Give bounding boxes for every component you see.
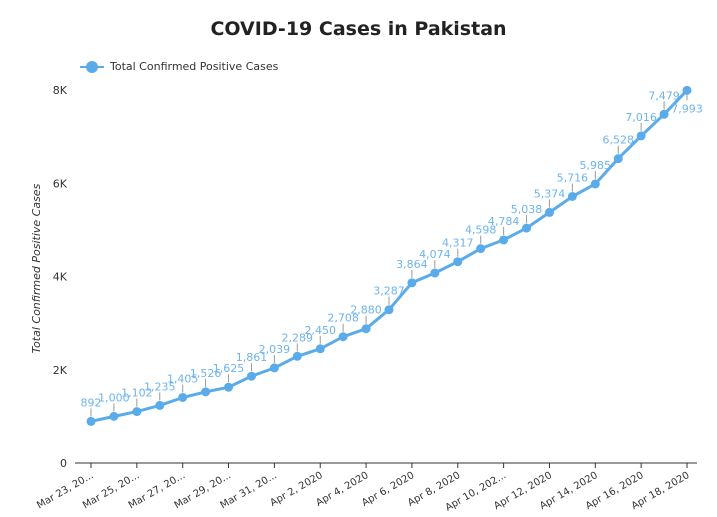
y-tick-label: 6K [53,177,68,190]
data-label: 5,716 [557,171,589,184]
data-point [155,400,165,410]
data-label: 892 [81,396,102,409]
y-tick-label: 0 [60,457,67,470]
data-label: 1,405 [167,372,199,385]
data-point [682,85,692,95]
chart-title: COVID-19 Cases in Pakistan [210,18,507,40]
data-label: 1,526 [190,367,222,380]
data-point [269,363,279,373]
data-point [476,244,486,254]
y-tick-label: 8K [53,84,68,97]
legend: Total Confirmed Positive Cases [80,60,278,73]
data-label: 1,625 [213,362,245,375]
data-point [613,154,623,164]
data-point [315,344,325,354]
data-point [109,411,119,421]
data-label: 4,784 [488,215,520,228]
data-point [361,324,371,334]
data-label: 5,985 [580,159,612,172]
data-point [659,109,669,119]
data-label: 4,598 [465,224,497,237]
data-point [430,268,440,278]
data-point [86,416,96,426]
data-point [178,392,188,402]
legend-marker [80,60,104,73]
data-point [499,235,509,245]
data-label: 2,039 [259,343,291,356]
data-point [132,407,142,417]
data-label: 1,000 [98,391,130,404]
y-axis-title: Total Confirmed Positive Cases [30,183,43,353]
data-point [522,223,532,233]
data-label: 7,479 [648,89,680,102]
data-label: 4,074 [419,248,451,261]
data-label: 7,016 [625,111,657,124]
data-label: 5,374 [534,187,566,200]
data-point [384,305,394,315]
data-label: 3,287 [373,285,405,298]
data-label: 7,993 [671,102,703,115]
data-label: 2,880 [350,304,382,317]
data-label: 5,038 [511,203,543,216]
data-label: 3,864 [396,258,428,271]
data-point [201,387,211,397]
data-label: 1,102 [121,387,153,400]
data-label: 1,235 [144,380,176,393]
data-point [590,179,600,189]
data-point [453,257,463,267]
data-point [407,278,417,288]
data-label: 2,708 [327,312,359,325]
y-tick-label: 2K [53,364,68,377]
data-point [338,332,348,342]
data-point [636,131,646,141]
data-point [292,351,302,361]
y-tick-label: 4K [53,271,68,284]
data-label: 6,528 [602,134,634,147]
data-label: 1,861 [236,351,268,364]
data-point [224,382,234,392]
data-label: 2,289 [282,331,314,344]
data-label: 2,450 [304,324,336,337]
data-label: 4,317 [442,237,474,250]
data-point [567,191,577,201]
data-point [246,371,256,381]
legend-label: Total Confirmed Positive Cases [110,60,279,73]
data-point [544,207,554,217]
